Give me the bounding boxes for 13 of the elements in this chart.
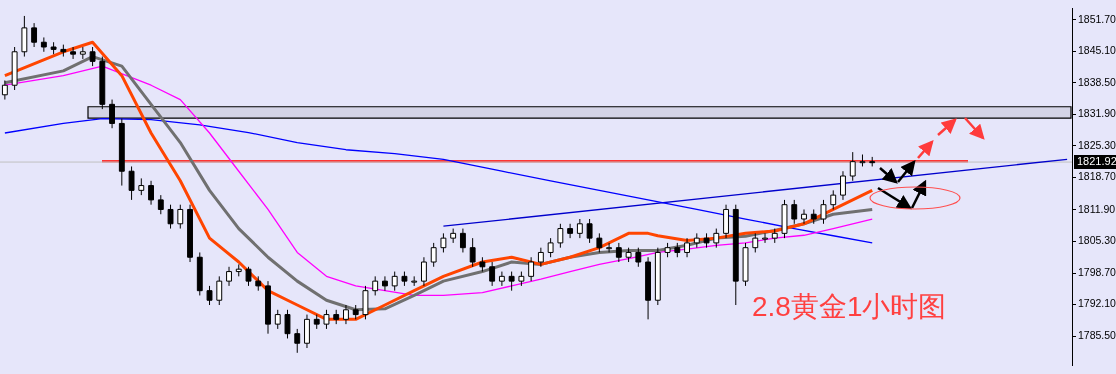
y-tick-label: 1838.50 [1078,75,1116,88]
y-tick-label: 1811.90 [1078,202,1116,215]
y-tick-label: 1845.10 [1078,44,1116,57]
y-tick-label: 1831.90 [1078,107,1116,120]
y-tick-label: 1785.50 [1078,328,1116,341]
y-tick-label: 1805.30 [1078,234,1116,247]
annotation: 2.8黄金1小时图 [752,291,947,323]
y-tick-label: 1825.30 [1078,138,1116,151]
y-tick-label: 1851.70 [1078,12,1116,25]
ref-line-label: 1821.92 [1077,155,1116,168]
y-tick-label: 1818.70 [1078,170,1116,183]
y-tick-label: 1798.70 [1078,265,1116,278]
y-tick-label: 1792.10 [1078,297,1116,310]
